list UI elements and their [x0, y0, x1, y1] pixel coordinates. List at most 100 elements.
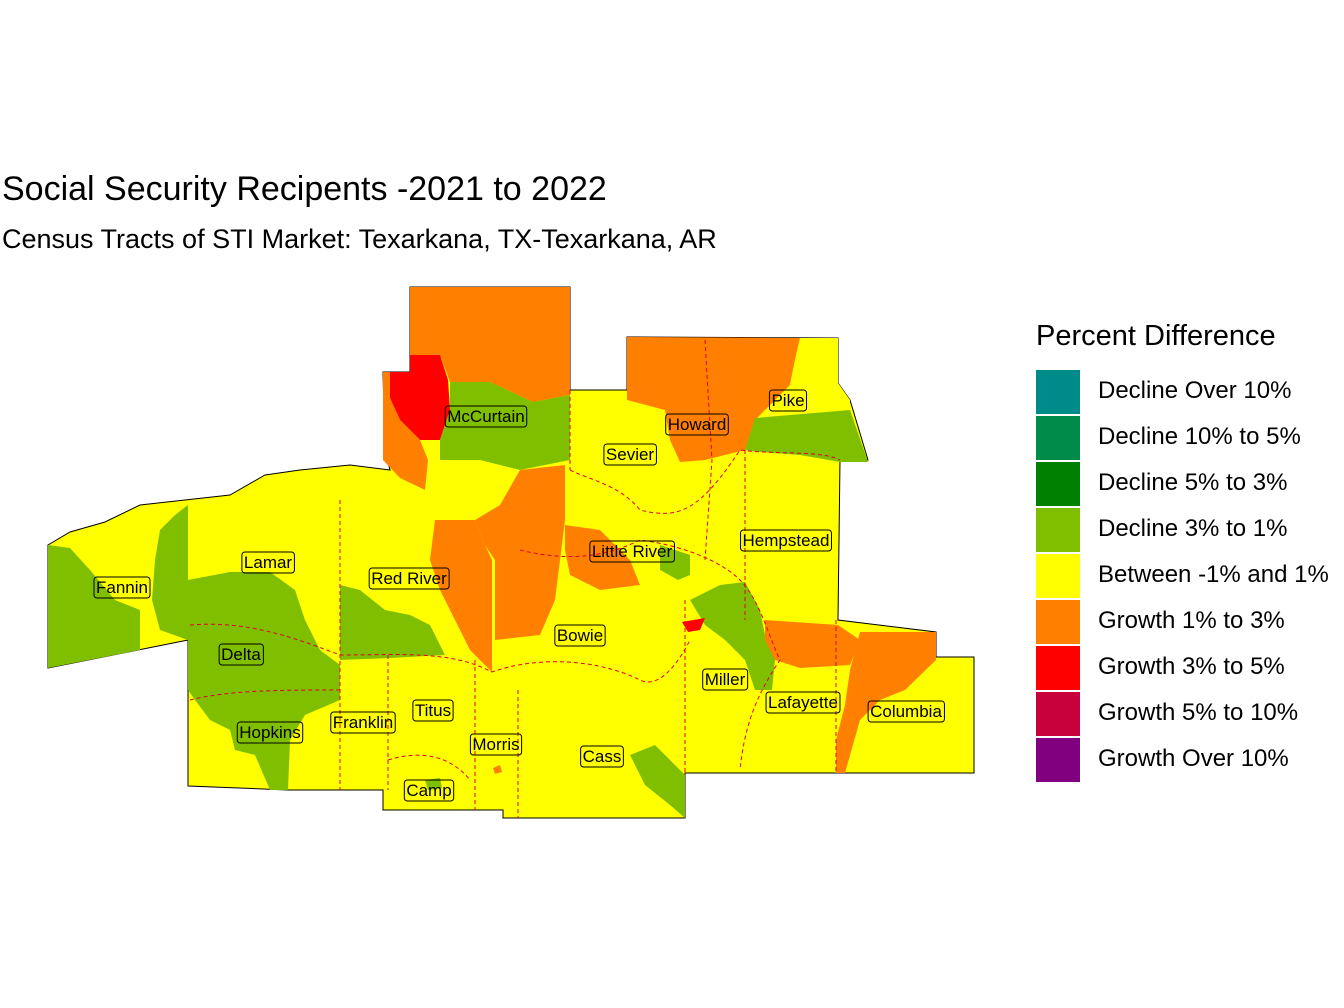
county-label-box: [469, 733, 523, 756]
legend-swatch: [1036, 508, 1080, 552]
county-label-box: [330, 711, 396, 734]
county-name: Delta: [221, 645, 261, 664]
region-camp-green: [425, 778, 442, 790]
border-ok-ar: [569, 449, 841, 514]
county-label-box: [867, 700, 945, 723]
region-redriver-east: [430, 520, 492, 672]
border-arkansas-river: [519, 539, 781, 771]
legend-item: Between -1% and 1%: [1036, 554, 1344, 600]
legend-swatch: [1036, 416, 1080, 460]
region-delta-hopkins-green: [188, 572, 340, 790]
county-name: Fannin: [96, 578, 148, 597]
county-label-box: [665, 413, 729, 436]
county-label-box: [554, 624, 606, 647]
county-boundaries: [189, 339, 841, 818]
county-name: Miller: [705, 670, 746, 689]
border-delta-hopkins: [189, 689, 341, 701]
county-label-box: [218, 643, 264, 666]
county-label-box: [236, 721, 304, 744]
region-fannin-east-green: [152, 505, 188, 640]
legend-item: Growth 1% to 3%: [1036, 600, 1344, 646]
county-label-cass: Cass: [580, 745, 624, 768]
county-label-box: [368, 567, 450, 590]
county-label-howard: Howard: [665, 413, 729, 436]
region-redriver-green: [340, 585, 445, 660]
county-label-miller: Miller: [702, 668, 749, 691]
county-label-pike: Pike: [768, 389, 808, 412]
county-name: McCurtain: [447, 407, 524, 426]
county-name: Sevier: [606, 445, 655, 464]
legend-item: Decline 5% to 3%: [1036, 462, 1344, 508]
region-littleriver-orange: [565, 525, 640, 590]
county-label-box: [765, 691, 841, 714]
border-sevier-littleriver: [704, 339, 713, 561]
map-title: Social Security Recipents -2021 to 2022: [2, 170, 607, 208]
region-miller-red: [682, 618, 705, 632]
legend-swatch: [1036, 554, 1080, 598]
county-label-box: [702, 668, 749, 691]
county-label-morris: Morris: [469, 733, 523, 756]
county-name: Pike: [771, 391, 804, 410]
legend-item: Decline Over 10%: [1036, 370, 1344, 416]
legend-label: Growth 1% to 3%: [1098, 607, 1285, 634]
county-name: Columbia: [870, 702, 942, 721]
region-mccurtain-red: [390, 355, 450, 440]
county-label-bowie: Bowie: [554, 624, 606, 647]
legend-swatch: [1036, 462, 1080, 506]
county-label-box: [768, 389, 808, 412]
county-label-columbia: Columbia: [867, 700, 945, 723]
county-labels: McCurtain Howard Pike Sevier Little River Hem…: [93, 389, 945, 802]
legend-label: Growth Over 10%: [1098, 745, 1289, 772]
legend-item: Decline 3% to 1%: [1036, 508, 1344, 554]
legend-swatch: [1036, 600, 1080, 644]
region-pike-yellow: [780, 338, 850, 418]
map-regions: [47, 286, 975, 819]
county-label-hopkins: Hopkins: [236, 721, 304, 744]
legend-label: Decline 5% to 3%: [1098, 469, 1288, 496]
county-name: Little River: [592, 542, 673, 561]
legend-title: Percent Difference: [1036, 320, 1276, 352]
county-name: Red River: [371, 569, 447, 588]
county-label-box: [603, 443, 657, 466]
county-label-box: [740, 529, 832, 552]
region-morris-orange: [493, 765, 502, 774]
county-label-box: [412, 699, 454, 722]
county-label-lamar: Lamar: [241, 551, 295, 574]
county-label-sevier: Sevier: [603, 443, 657, 466]
legend-swatch: [1036, 370, 1080, 414]
legend-label: Between -1% and 1%: [1098, 561, 1329, 588]
county-label-box: [403, 779, 455, 802]
county-label-little-river: Little River: [589, 540, 675, 563]
county-name: Howard: [668, 415, 727, 434]
county-label-camp: Camp: [403, 779, 455, 802]
county-label-titus: Titus: [412, 699, 454, 722]
region-mccurtain-green: [440, 382, 570, 470]
county-label-box: [93, 576, 151, 599]
region-howard: [627, 337, 800, 462]
legend-swatch: [1036, 646, 1080, 690]
region-miller-green: [690, 582, 775, 690]
region-mccurtain-west: [383, 372, 428, 490]
county-label-franklin: Franklin: [330, 711, 396, 734]
legend-item: Decline 10% to 5%: [1036, 416, 1344, 462]
county-label-delta: Delta: [218, 643, 264, 666]
legend-item: Growth 5% to 10%: [1036, 692, 1344, 738]
county-label-fannin: Fannin: [93, 576, 151, 599]
legend-label: Decline 10% to 5%: [1098, 423, 1301, 450]
county-name: Titus: [415, 701, 451, 720]
map-subtitle: Census Tracts of STI Market: Texarkana, …: [2, 224, 717, 254]
legend-label: Growth 3% to 5%: [1098, 653, 1285, 680]
border-red-river: [189, 623, 691, 683]
choropleth-map: McCurtain Howard Pike Sevier Little River Hem…: [47, 286, 975, 819]
region-cass-green: [630, 745, 685, 818]
county-name: Lafayette: [768, 693, 838, 712]
legend-label: Decline 3% to 1%: [1098, 515, 1288, 542]
county-name: Camp: [406, 781, 451, 800]
county-label-red-river: Red River: [368, 567, 450, 590]
county-label-hempstead: Hempstead: [740, 529, 832, 552]
county-label-box: [580, 745, 624, 768]
county-label-box: [589, 540, 675, 563]
county-name: Hempstead: [743, 531, 830, 550]
region-fannin-green: [48, 545, 140, 668]
county-label-box: [444, 405, 528, 428]
